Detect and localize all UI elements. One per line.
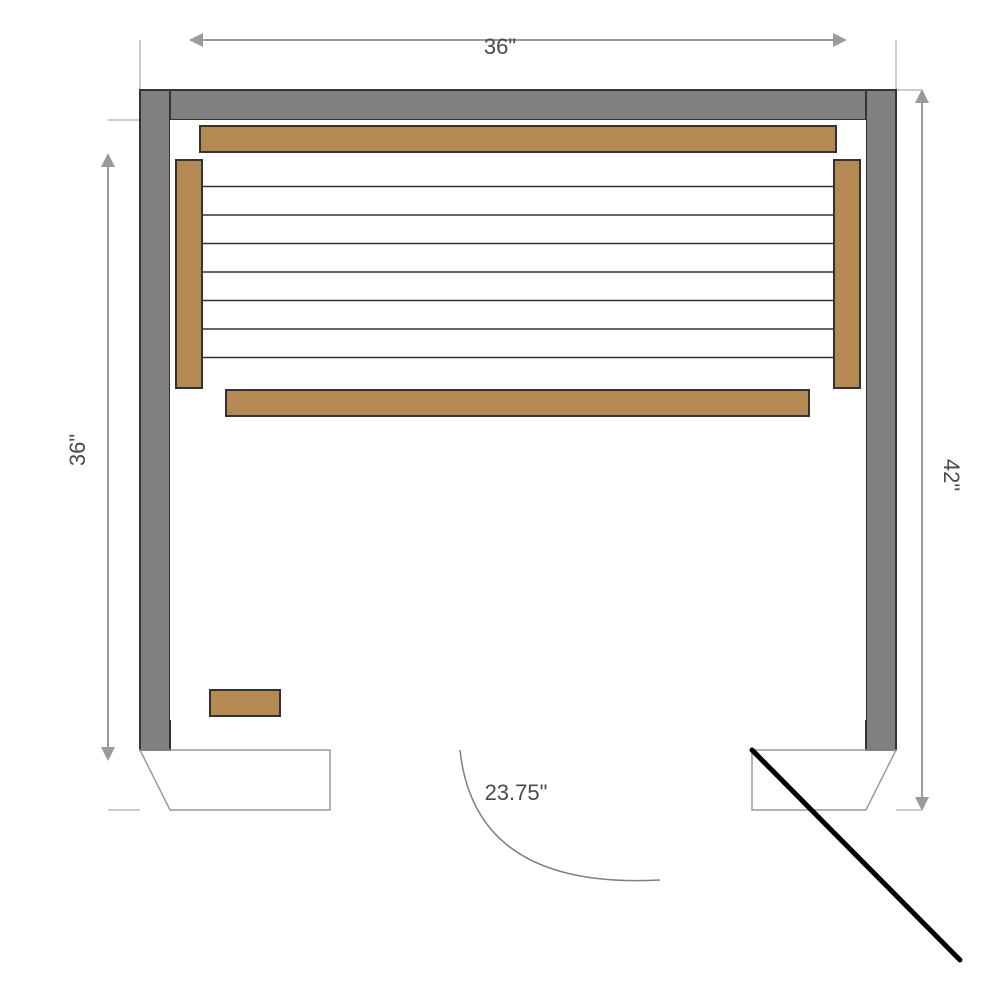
door-swing-arc bbox=[460, 750, 660, 881]
wall-left bbox=[140, 90, 170, 750]
heater-bench-front bbox=[226, 390, 809, 416]
heater-back bbox=[200, 126, 836, 152]
dim-label-right: 42" bbox=[939, 459, 964, 491]
dim-label-left: 36" bbox=[65, 434, 90, 466]
threshold-left bbox=[140, 750, 330, 810]
wall-right bbox=[866, 90, 896, 750]
dim-label-door: 23.75" bbox=[485, 780, 548, 805]
interior bbox=[170, 120, 866, 720]
threshold-right bbox=[752, 750, 896, 810]
wall-top bbox=[140, 90, 896, 120]
dim-label-top: 36" bbox=[484, 34, 516, 59]
heater-small bbox=[210, 690, 280, 716]
door-line bbox=[752, 750, 960, 960]
heater-left bbox=[176, 160, 202, 388]
heater-right bbox=[834, 160, 860, 388]
